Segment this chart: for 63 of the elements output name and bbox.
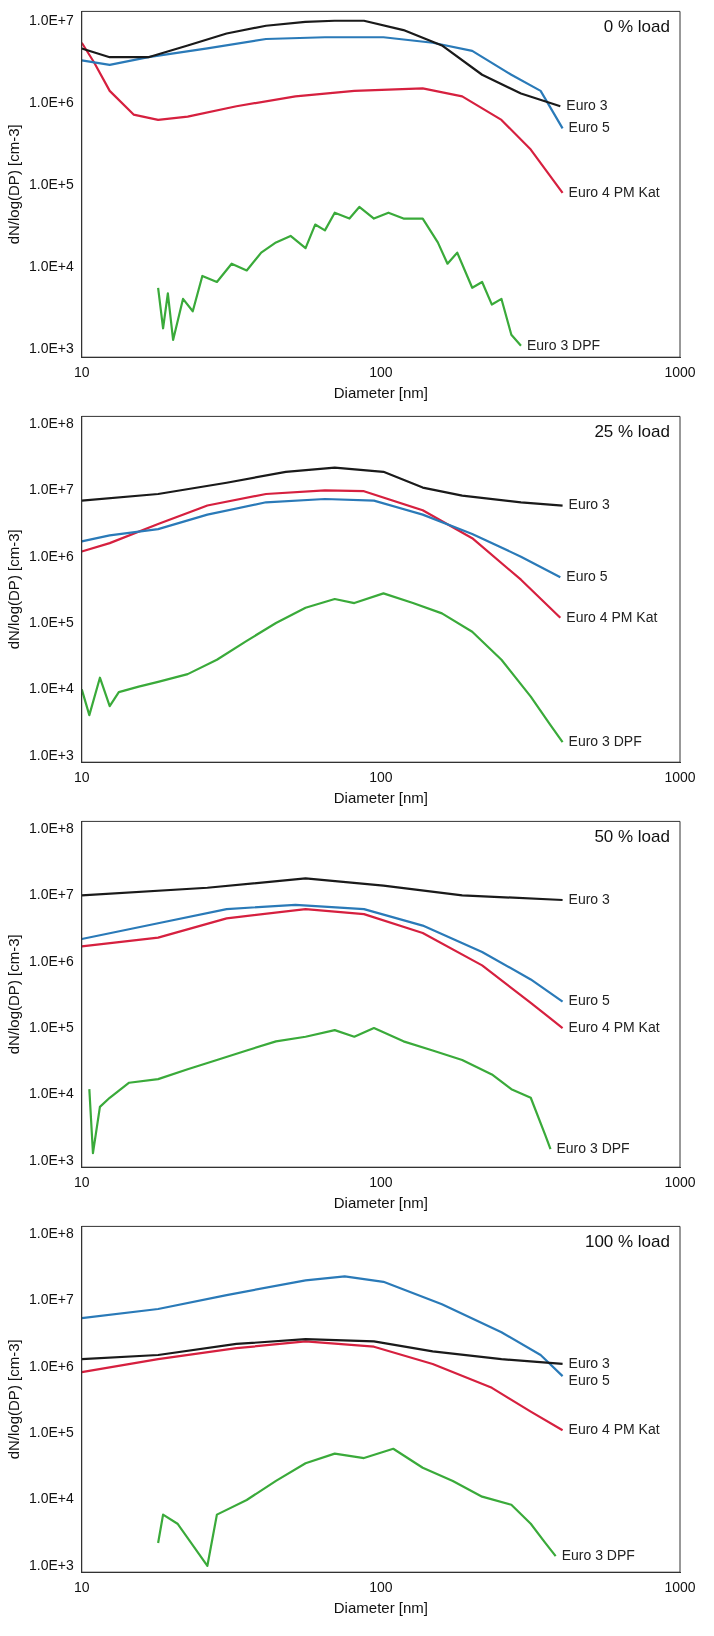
series-label: Euro 3 DPF	[561, 1546, 635, 1563]
y-tick-label: 1.0E+6	[29, 547, 74, 564]
series-label: Euro 3	[568, 1354, 611, 1371]
x-axis-title: Diameter [nm]	[333, 789, 428, 807]
y-tick-label: 1.0E+3	[29, 1151, 74, 1168]
y-tick-label: 1.0E+8	[29, 1224, 74, 1241]
y-axis-title: dN/log(DP) [cm-3]	[5, 934, 23, 1055]
annotation: 25 % load	[594, 422, 670, 442]
y-tick-label: 1.0E+4	[29, 680, 74, 697]
x-tick-label: 1000	[664, 1579, 696, 1596]
series-label: Euro 3 DPF	[526, 336, 601, 353]
series-label: Euro 5	[568, 119, 611, 136]
series-label: Euro 4 PM Kat	[568, 1421, 660, 1438]
y-tick-label: 1.0E+4	[29, 1085, 74, 1102]
series-label: Euro 4 PM Kat	[568, 183, 660, 200]
x-tick-label: 1000	[664, 1174, 696, 1191]
series-label: Euro 5	[568, 1371, 611, 1388]
y-axis-title: dN/log(DP) [cm-3]	[5, 1339, 23, 1460]
x-axis-title: Diameter [nm]	[333, 1599, 428, 1617]
y-tick-label: 1.0E+3	[29, 1556, 74, 1573]
x-tick-label: 100	[369, 769, 393, 786]
series-label: Euro 3	[568, 890, 611, 907]
y-tick-label: 1.0E+5	[29, 1423, 74, 1440]
y-tick-label: 1.0E+7	[29, 11, 74, 28]
y-tick-label: 1.0E+4	[29, 257, 74, 274]
x-tick-label: 10	[73, 1174, 90, 1191]
annotation: 0 % load	[603, 17, 670, 37]
y-tick-label: 1.0E+3	[29, 746, 74, 763]
series-label: Euro 5	[568, 992, 611, 1009]
x-tick-label: 10	[73, 769, 90, 786]
y-axis-title: dN/log(DP) [cm-3]	[5, 124, 23, 245]
y-tick-label: 1.0E+6	[29, 952, 74, 969]
x-axis-title: Diameter [nm]	[333, 1194, 428, 1212]
y-tick-label: 1.0E+4	[29, 1490, 74, 1507]
series-label: Euro 4 PM Kat	[568, 1018, 660, 1035]
y-tick-label: 1.0E+6	[29, 93, 74, 110]
y-tick-label: 1.0E+5	[29, 175, 74, 192]
annotation: 100 % load	[584, 1232, 670, 1252]
x-tick-label: 10	[73, 1579, 90, 1596]
y-tick-label: 1.0E+5	[29, 1018, 74, 1035]
y-tick-label: 1.0E+7	[29, 886, 74, 903]
y-tick-label: 1.0E+5	[29, 613, 74, 630]
x-tick-label: 10	[73, 364, 90, 381]
x-tick-label: 1000	[664, 769, 696, 786]
y-tick-label: 1.0E+8	[29, 414, 74, 431]
x-tick-label: 100	[369, 1579, 393, 1596]
y-tick-label: 1.0E+3	[29, 340, 74, 357]
y-tick-label: 1.0E+7	[29, 1291, 74, 1308]
x-axis-title: Diameter [nm]	[333, 384, 428, 402]
y-axis-title: dN/log(DP) [cm-3]	[5, 529, 23, 650]
series-label: Euro 3 DPF	[556, 1139, 630, 1156]
x-tick-label: 100	[369, 1174, 393, 1191]
y-tick-label: 1.0E+8	[29, 819, 74, 836]
series-label: Euro 3	[568, 496, 611, 513]
x-tick-label: 1000	[664, 364, 696, 381]
series-label: Euro 3	[566, 97, 608, 114]
series-label: Euro 4 PM Kat	[566, 608, 658, 625]
annotation: 50 % load	[594, 827, 670, 847]
y-tick-label: 1.0E+7	[29, 481, 74, 498]
series-label: Euro 3 DPF	[568, 733, 642, 750]
y-tick-label: 1.0E+6	[29, 1357, 74, 1374]
x-tick-label: 100	[369, 364, 393, 381]
series-label: Euro 5	[566, 568, 608, 585]
